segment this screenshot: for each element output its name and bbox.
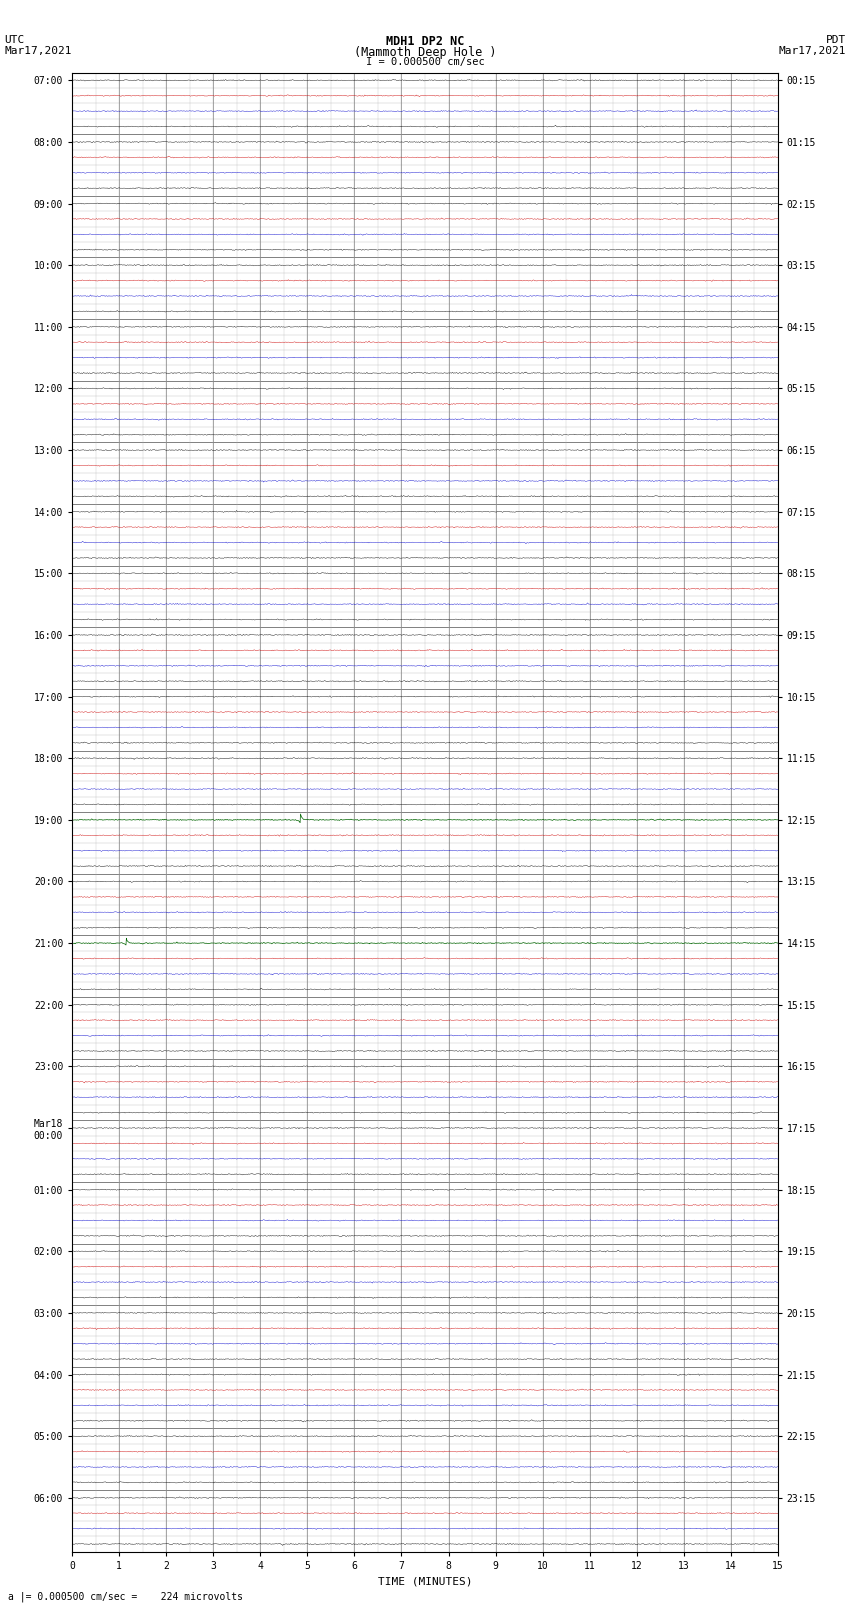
Text: MDH1 DP2 NC: MDH1 DP2 NC xyxy=(386,35,464,48)
Text: a |= 0.000500 cm/sec =    224 microvolts: a |= 0.000500 cm/sec = 224 microvolts xyxy=(8,1590,243,1602)
X-axis label: TIME (MINUTES): TIME (MINUTES) xyxy=(377,1576,473,1586)
Text: Mar17,2021: Mar17,2021 xyxy=(4,45,71,56)
Text: (Mammoth Deep Hole ): (Mammoth Deep Hole ) xyxy=(354,45,496,60)
Text: PDT: PDT xyxy=(825,35,846,45)
Text: Mar17,2021: Mar17,2021 xyxy=(779,45,846,56)
Text: UTC: UTC xyxy=(4,35,25,45)
Text: I = 0.000500 cm/sec: I = 0.000500 cm/sec xyxy=(366,58,484,68)
